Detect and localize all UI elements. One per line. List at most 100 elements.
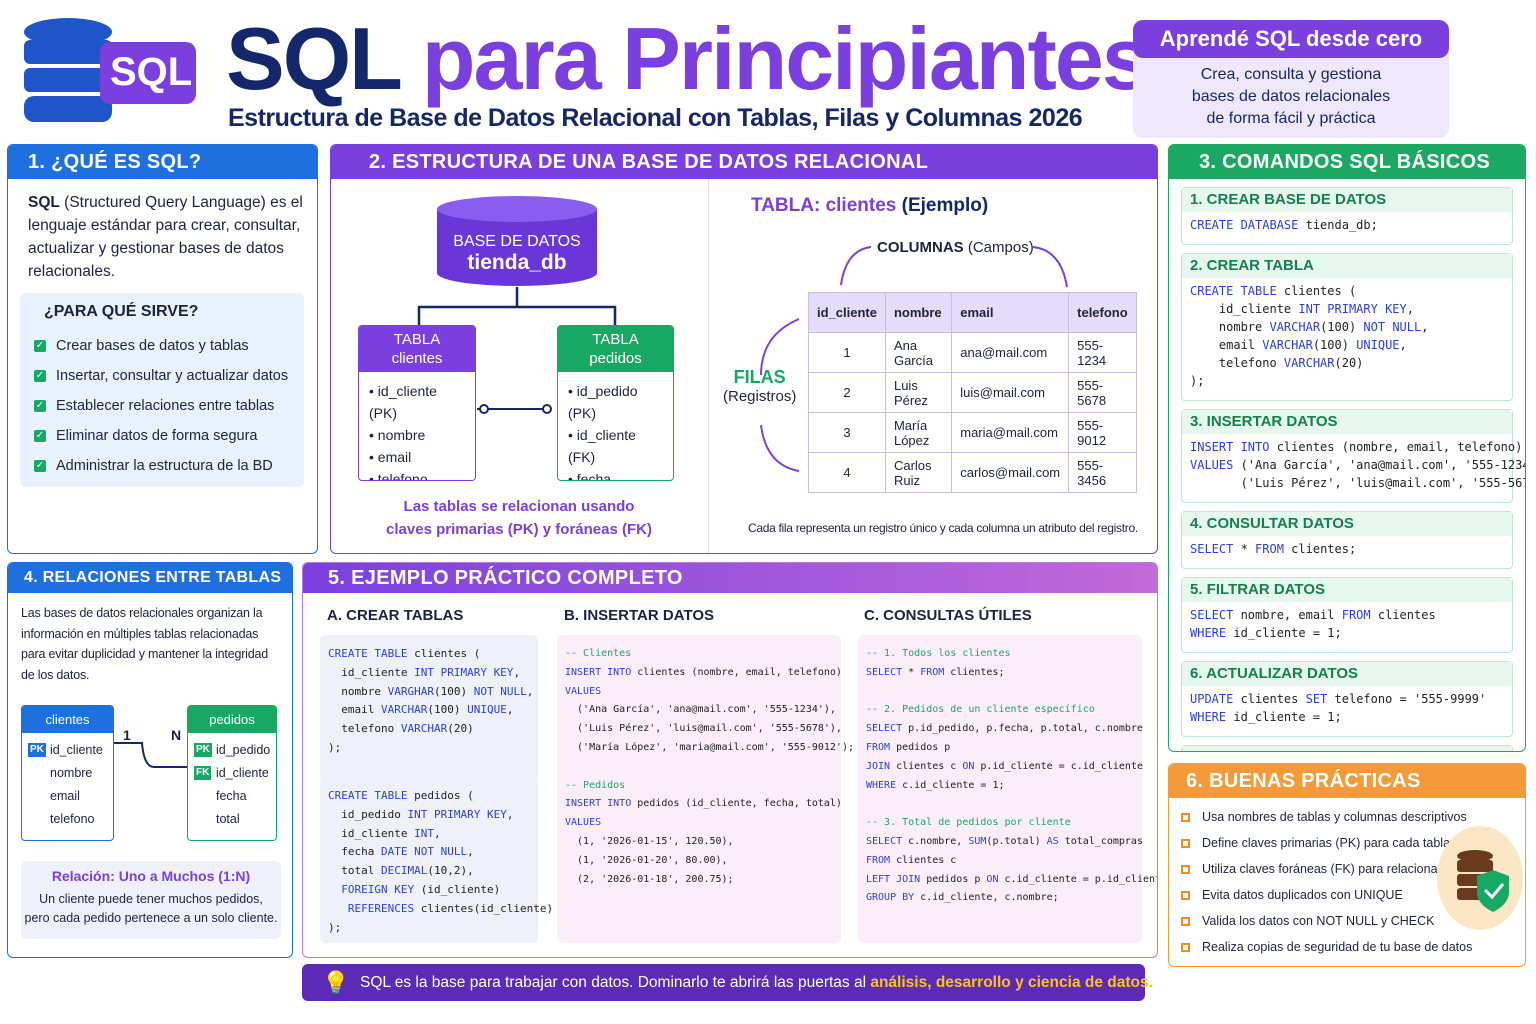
code-text: telefono: [328, 722, 401, 736]
command-box: 7. ELIMINAR DATOSDELETE FROM clientes WH…: [1181, 745, 1513, 751]
title-c: (Ejemplo): [896, 195, 989, 216]
check-icon: ✓: [34, 430, 46, 443]
badge-title: Aprendé SQL desde cero: [1133, 20, 1449, 58]
rel-field-label: email: [50, 789, 80, 803]
field: id_cliente (PK): [369, 380, 465, 424]
code-keyword: SELECT: [866, 835, 903, 847]
code-text: clientes (nombre, email, telefono): [631, 666, 842, 678]
rel-field: fecha: [192, 785, 272, 808]
code-text: (id_cliente): [414, 882, 501, 896]
relation-caption: Las tablas se relacionan usando claves pr…: [351, 495, 687, 541]
table-pedidos: TABLA pedidos id_pedido (PK)id_cliente (F…: [557, 325, 674, 481]
code-text: total_compras: [1058, 835, 1143, 847]
code-text: clientes(id_cliente): [414, 901, 554, 915]
code-create-clientes: CREATE TABLE clientes ( id_cliente INT P…: [320, 635, 538, 781]
rel-field: FK id_cliente: [192, 762, 272, 785]
section-title: 3. COMANDOS SQL BÁSICOS: [1169, 145, 1525, 179]
code-text: ,: [433, 826, 441, 840]
code-keyword: INSERT INTO: [565, 798, 632, 810]
practice-label: Valida los datos con NOT NULL y CHECK: [1202, 914, 1435, 928]
title-b: clientes: [825, 195, 897, 216]
command-title: 7. ELIMINAR DATOS: [1182, 746, 1512, 751]
relation-line: [114, 742, 187, 768]
section-structure: 2. ESTRUCTURA DE UNA BASE DE DATOS RELAC…: [330, 144, 1158, 554]
purpose-item-label: Insertar, consultar y actualizar datos: [56, 368, 289, 384]
code-keyword: CREATE TABLE: [328, 647, 408, 660]
shield-database-icon: [1437, 826, 1523, 930]
table-name: pedidos: [589, 350, 642, 367]
code-keyword: INSERT INTO: [565, 666, 632, 678]
code-text: email: [1190, 338, 1263, 352]
command-box: 5. FILTRAR DATOS SELECT nombre, email FRO…: [1181, 577, 1513, 653]
command-title: 5. FILTRAR DATOS: [1182, 578, 1512, 602]
section-relations: 4. RELACIONES ENTRE TABLAS Las bases de …: [7, 562, 293, 958]
code-text: ('Luis Pérez', 'luis@mail.com', '555-567…: [1190, 476, 1526, 490]
pk-badge: PK: [194, 743, 212, 757]
rel-field-label: id_cliente: [216, 766, 269, 780]
code-keyword: REFERENCES: [328, 901, 415, 915]
relation-box: Relación: Uno a Muchos (1:N) Un cliente …: [21, 861, 281, 939]
code-keyword: UPDATE: [1190, 692, 1234, 706]
code-keyword: WHERE: [1190, 626, 1227, 640]
rel-field-label: fecha: [216, 789, 247, 803]
command-box: 4. CONSULTAR DATOS SELECT * FROM clientes…: [1181, 511, 1513, 569]
code-insert: -- Clientes INSERT INTO clientes (nombre…: [557, 635, 854, 943]
code-text: clientes (: [1276, 284, 1357, 298]
clientes-example-table: id_cliente nombre email telefono 1 Ana García…: [808, 292, 1137, 493]
lightbulb-icon: 💡: [322, 970, 350, 995]
code-keyword: VARCHAR: [380, 703, 428, 717]
rel-field-label: id_pedido: [216, 743, 271, 757]
intro-badge: Aprendé SQL desde cero Crea, consulta y …: [1133, 20, 1449, 138]
code-text: (100): [1320, 320, 1364, 334]
code-text: telefono = '555-9999': [1327, 692, 1487, 706]
command-title: 6. ACTUALIZAR DATOS: [1182, 662, 1512, 686]
column-header: nombre: [884, 292, 953, 333]
rel-field: PK id_cliente: [26, 739, 109, 762]
code-text: id_cliente = 1;: [1226, 710, 1342, 724]
practice-label: Evita datos duplicados con UNIQUE: [1202, 888, 1403, 902]
code-text: [866, 686, 872, 697]
command-title: 4. CONSULTAR DATOS: [1182, 512, 1512, 536]
code-keyword: VARCHAR: [1269, 320, 1321, 334]
table-name: clientes: [22, 706, 113, 733]
field: id_pedido (PK): [568, 380, 663, 424]
code-create-pedidos: CREATE TABLE pedidos ( id_pedido INT PRI…: [320, 777, 553, 943]
caption-line: Las tablas se relacionan usando: [403, 498, 635, 515]
page-title: SQL para Principiantes: [226, 8, 1151, 110]
code-text: (10,2),: [427, 864, 474, 878]
title-sql: SQL: [226, 9, 401, 108]
col-b-title: B. INSERTAR DATOS: [564, 607, 715, 624]
code-text: c.nombre,: [902, 835, 969, 847]
rel-table-clientes: clientes PK id_cliente nombre email telefono: [21, 705, 114, 841]
code-comment: -- 1. Todos los clientes: [866, 648, 1011, 659]
rel-field: nombre: [26, 762, 109, 785]
table-cell: María López: [884, 412, 953, 453]
code-keyword: CREATE TABLE: [328, 789, 408, 802]
code-comment: -- Pedidos: [565, 779, 626, 791]
rows-bold: FILAS: [733, 367, 786, 387]
code-keyword: SELECT: [1190, 608, 1234, 622]
practice-item: Utiliza claves foráneas (FK) para relaci…: [1181, 856, 1525, 882]
code-text: (1, '2026-01-20', 80.00),: [565, 854, 728, 866]
rel-field: telefono: [26, 808, 109, 831]
table-name: pedidos: [188, 706, 276, 733]
check-icon: ✓: [34, 400, 46, 413]
table-label: TABLA: [592, 331, 639, 348]
practice-label: Realiza copias de seguridad de tu base d…: [1202, 940, 1473, 954]
db-name: tienda_db: [467, 251, 567, 274]
example-table-title: TABLA: clientes (Ejemplo): [751, 195, 988, 217]
code-text: ,: [1406, 302, 1414, 316]
rows-label: FILAS (Registros): [723, 367, 796, 405]
code-keyword: SUM: [968, 835, 987, 847]
table-cell: 555-1234: [1068, 332, 1137, 373]
code-text: id_cliente: [1190, 302, 1299, 316]
code-text: id_cliente = 1;: [1226, 626, 1342, 640]
practice-item: Define claves primarias (PK) para cada t…: [1181, 830, 1525, 856]
title-a: TABLA:: [751, 195, 826, 216]
code-text: clientes;: [1283, 542, 1357, 556]
code-keyword: FROM: [866, 741, 891, 753]
badge-line: Crea, consulta y gestiona: [1200, 66, 1382, 83]
code-text: tienda_db;: [1298, 218, 1378, 232]
code-text: *: [1233, 542, 1256, 556]
table-cell: 3: [808, 412, 886, 453]
